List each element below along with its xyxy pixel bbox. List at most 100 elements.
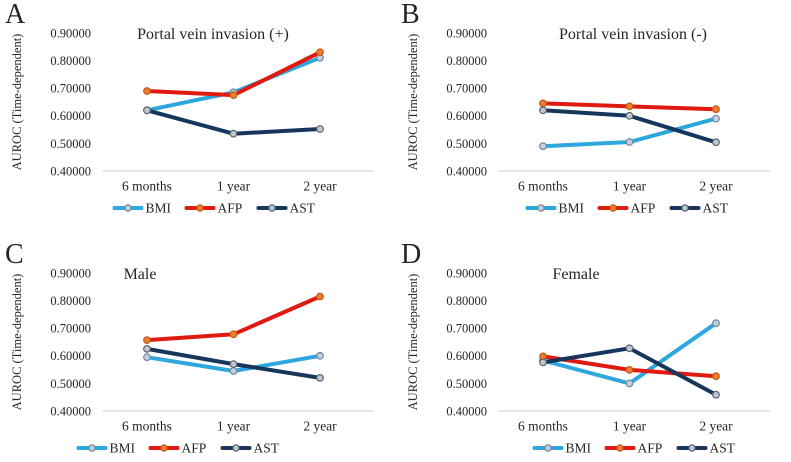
y-tick-label: 0.50000 bbox=[446, 137, 487, 151]
panel-letter: C bbox=[5, 239, 24, 270]
y-tick-label: 0.40000 bbox=[446, 164, 487, 178]
marker-BMI bbox=[143, 353, 151, 362]
marker-AFP bbox=[711, 372, 720, 381]
y-tick-label: 0.90000 bbox=[446, 266, 487, 280]
y-tick-label: 0.80000 bbox=[50, 54, 91, 68]
legend-marker-BMI bbox=[536, 204, 545, 212]
marker-AFP bbox=[316, 292, 324, 301]
y-tick-label: 0.70000 bbox=[50, 322, 91, 336]
x-tick-label: 1 year bbox=[612, 419, 646, 434]
marker-AFP bbox=[625, 102, 633, 111]
marker-AST bbox=[625, 111, 633, 120]
panel-c-chart: C AUROC (Time-dependent) 0.90000 0.80000 0.7… bbox=[5, 239, 374, 456]
y-tick-label: 0.80000 bbox=[50, 294, 91, 308]
y-tick-label: 0.80000 bbox=[446, 54, 487, 68]
chart-title: Portal vein invasion (-) bbox=[559, 26, 707, 43]
legend-label-BMI: BMI bbox=[146, 201, 172, 216]
legend-marker-AFP bbox=[160, 444, 168, 452]
legend-marker-AST bbox=[232, 444, 240, 452]
marker-AST bbox=[538, 106, 547, 115]
marker-AFP bbox=[229, 330, 238, 339]
marker-AST bbox=[538, 358, 547, 367]
marker-BMI bbox=[538, 142, 547, 151]
panel-content: B AUROC (Time-dependent) 0.90000 0.80000 0.7… bbox=[401, 0, 770, 216]
panel-b-chart: B AUROC (Time-dependent) 0.90000 0.80000 0.7… bbox=[401, 0, 770, 216]
y-tick-label: 0.60000 bbox=[446, 109, 487, 123]
legend-marker-AST bbox=[268, 204, 276, 212]
marker-AFP bbox=[316, 48, 324, 57]
y-tick-label: 0.60000 bbox=[50, 349, 91, 363]
marker-BMI bbox=[316, 351, 324, 360]
y-axis-title: AUROC (Time-dependent) bbox=[10, 274, 24, 411]
x-tick-label: 6 months bbox=[518, 179, 568, 194]
marker-AST bbox=[316, 125, 324, 133]
marker-AFP bbox=[538, 99, 547, 108]
x-tick-label: 6 months bbox=[122, 179, 172, 194]
legend-marker-AFP bbox=[196, 204, 204, 212]
marker-AFP bbox=[143, 336, 151, 344]
marker-AST bbox=[711, 390, 720, 399]
marker-BMI bbox=[625, 138, 633, 146]
legend-label-BMI: BMI bbox=[565, 441, 591, 456]
marker-AST bbox=[229, 129, 238, 138]
y-tick-label: 0.50000 bbox=[50, 137, 91, 151]
marker-AFP bbox=[229, 91, 238, 99]
y-tick-label: 0.50000 bbox=[446, 377, 487, 391]
panel-a: A AUROC (Time-dependent) 0.90000 0.80000 0.7… bbox=[0, 0, 396, 231]
y-tick-label: 0.90000 bbox=[50, 26, 91, 40]
y-axis-title: AUROC (Time-dependent) bbox=[406, 34, 420, 171]
x-tick-label: 6 months bbox=[122, 419, 172, 434]
panel-c: C AUROC (Time-dependent) 0.90000 0.80000 0.7… bbox=[0, 231, 396, 462]
x-tick-label: 2 year bbox=[303, 419, 337, 434]
x-tick-label: 2 year bbox=[699, 419, 733, 434]
legend-marker-AFP bbox=[608, 204, 617, 212]
marker-BMI bbox=[711, 114, 720, 123]
y-tick-label: 0.70000 bbox=[446, 322, 487, 336]
y-tick-label: 0.40000 bbox=[446, 404, 487, 418]
legend-marker-BMI bbox=[88, 444, 96, 452]
legend-label-AFP: AFP bbox=[637, 441, 662, 456]
marker-AST bbox=[229, 360, 238, 368]
y-tick-label: 0.70000 bbox=[50, 82, 91, 96]
legend-label-AFP: AFP bbox=[218, 201, 243, 216]
panel-b: B AUROC (Time-dependent) 0.90000 0.80000 0.7… bbox=[396, 0, 791, 231]
x-tick-label: 2 year bbox=[303, 179, 337, 194]
y-tick-label: 0.60000 bbox=[50, 109, 91, 123]
legend-label-AST: AST bbox=[290, 201, 316, 216]
marker-AST bbox=[143, 344, 151, 353]
y-axis-title: AUROC (Time-dependent) bbox=[406, 274, 420, 411]
legend-marker-BMI bbox=[124, 204, 132, 212]
marker-AFP bbox=[143, 87, 151, 95]
marker-BMI bbox=[229, 367, 238, 375]
x-tick-label: 1 year bbox=[217, 179, 251, 194]
legend-label-AFP: AFP bbox=[182, 441, 207, 456]
chart-title: Male bbox=[124, 266, 157, 283]
legend-marker-BMI bbox=[543, 444, 552, 452]
x-tick-label: 1 year bbox=[217, 419, 251, 434]
legend-label-AST: AST bbox=[254, 441, 280, 456]
marker-AST bbox=[143, 106, 151, 115]
legend-label-AST: AST bbox=[709, 441, 735, 456]
y-tick-label: 0.90000 bbox=[50, 266, 91, 280]
marker-AFP bbox=[625, 365, 633, 374]
legend-label-BMI: BMI bbox=[558, 201, 584, 216]
y-tick-label: 0.90000 bbox=[446, 26, 487, 40]
y-tick-label: 0.50000 bbox=[50, 377, 91, 391]
panel-d: D AUROC (Time-dependent) 0.90000 0.80000 0.7… bbox=[396, 231, 791, 462]
x-tick-label: 2 year bbox=[699, 179, 733, 194]
legend-marker-AFP bbox=[615, 444, 624, 452]
x-tick-label: 6 months bbox=[518, 419, 568, 434]
y-tick-label: 0.80000 bbox=[446, 294, 487, 308]
panel-a-chart: A AUROC (Time-dependent) 0.90000 0.80000 0.7… bbox=[5, 0, 374, 216]
y-tick-label: 0.70000 bbox=[446, 82, 487, 96]
y-tick-label: 0.60000 bbox=[446, 349, 487, 363]
panel-content: D AUROC (Time-dependent) 0.90000 0.80000 0.7… bbox=[401, 239, 770, 456]
marker-AST bbox=[711, 138, 720, 147]
y-tick-label: 0.40000 bbox=[50, 164, 91, 178]
marker-AFP bbox=[711, 105, 720, 114]
panel-letter: B bbox=[401, 0, 420, 30]
chart-title: Female bbox=[552, 266, 599, 283]
panel-letter: A bbox=[5, 0, 26, 30]
legend-marker-AST bbox=[687, 444, 696, 452]
